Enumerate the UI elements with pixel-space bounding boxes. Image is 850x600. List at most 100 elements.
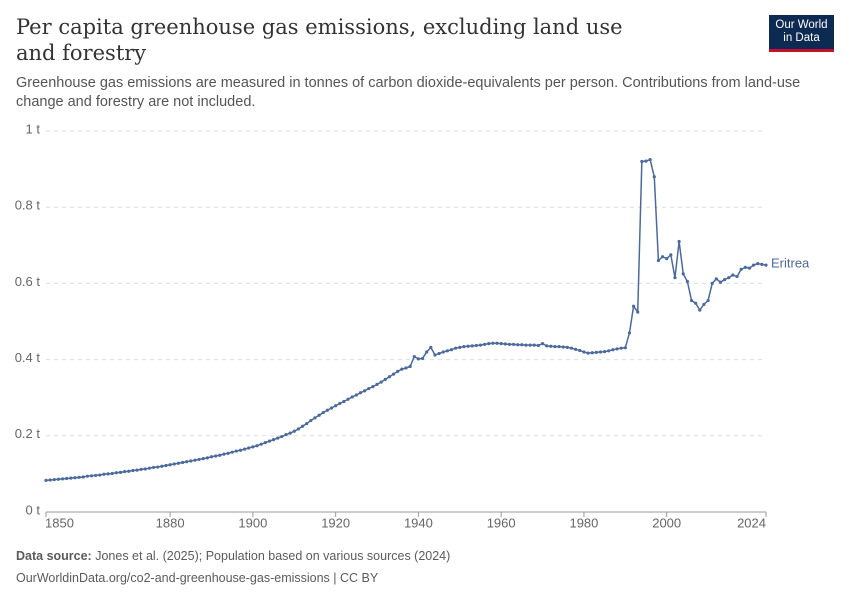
url[interactable]: OurWorldinData.org/co2-and-greenhouse-ga… bbox=[16, 571, 379, 585]
point bbox=[226, 451, 230, 455]
chart: 0 t 0.2 t 0.4 t 0.6 t 0.8 t 1 t 1850 1880 1900 19… bbox=[15, 121, 810, 530]
point bbox=[147, 466, 152, 470]
point bbox=[387, 375, 392, 379]
point bbox=[180, 460, 185, 465]
point bbox=[718, 280, 723, 284]
x-tick-label: 1940 bbox=[404, 515, 433, 530]
logo[interactable]: Our World in Data bbox=[769, 15, 834, 52]
x-tick-label: 1850 bbox=[45, 515, 74, 530]
point bbox=[445, 349, 449, 353]
point bbox=[143, 467, 147, 471]
point bbox=[230, 450, 234, 454]
point bbox=[48, 478, 52, 482]
point bbox=[334, 404, 338, 408]
point bbox=[325, 408, 329, 412]
point bbox=[714, 277, 718, 281]
point bbox=[454, 346, 458, 350]
x-tick-label: 1880 bbox=[156, 515, 185, 530]
point bbox=[255, 444, 259, 448]
point bbox=[131, 468, 135, 473]
point bbox=[665, 257, 669, 261]
point bbox=[60, 477, 65, 481]
point bbox=[669, 253, 673, 257]
point bbox=[483, 342, 487, 346]
point bbox=[648, 157, 652, 162]
point bbox=[441, 350, 445, 354]
point bbox=[110, 471, 114, 476]
x-tick-label: 1980 bbox=[569, 515, 598, 530]
point bbox=[673, 276, 677, 280]
point bbox=[404, 366, 408, 370]
point bbox=[98, 473, 102, 477]
point bbox=[751, 263, 756, 267]
point bbox=[317, 413, 321, 417]
point bbox=[540, 341, 545, 346]
point bbox=[89, 474, 94, 478]
point bbox=[267, 439, 272, 443]
point bbox=[218, 453, 222, 457]
point bbox=[760, 262, 764, 266]
logo-line: Our World bbox=[775, 19, 828, 31]
point bbox=[139, 467, 143, 471]
point bbox=[160, 464, 164, 468]
point bbox=[511, 342, 516, 346]
point bbox=[549, 344, 553, 348]
point bbox=[660, 255, 665, 259]
point bbox=[396, 369, 400, 374]
x-tick-label: 1960 bbox=[487, 515, 516, 530]
point bbox=[495, 341, 499, 345]
point bbox=[524, 343, 528, 347]
point bbox=[156, 465, 160, 469]
point bbox=[607, 349, 611, 353]
point bbox=[189, 459, 193, 463]
point bbox=[296, 427, 301, 431]
point bbox=[491, 341, 495, 345]
chart-subtitle: Greenhouse gas emissions are measured in… bbox=[16, 75, 801, 110]
point bbox=[689, 298, 694, 303]
point bbox=[197, 457, 201, 462]
point bbox=[234, 449, 238, 453]
point bbox=[81, 475, 85, 479]
point bbox=[516, 343, 520, 347]
point bbox=[85, 474, 89, 478]
point bbox=[636, 310, 640, 314]
point bbox=[462, 345, 466, 349]
point bbox=[408, 364, 412, 369]
point bbox=[536, 343, 541, 348]
point bbox=[470, 344, 474, 348]
point bbox=[300, 424, 305, 428]
point bbox=[350, 395, 354, 399]
point bbox=[694, 301, 698, 305]
point bbox=[205, 456, 209, 460]
point bbox=[449, 348, 454, 352]
point bbox=[168, 463, 172, 467]
point bbox=[354, 393, 358, 397]
point bbox=[342, 399, 346, 404]
point bbox=[123, 470, 127, 474]
point bbox=[433, 353, 437, 357]
point bbox=[321, 410, 325, 415]
point bbox=[743, 265, 747, 269]
point bbox=[151, 465, 156, 470]
point bbox=[135, 468, 139, 472]
point bbox=[598, 350, 603, 354]
point bbox=[603, 349, 607, 354]
point bbox=[425, 350, 429, 354]
point bbox=[677, 239, 681, 244]
point bbox=[578, 348, 582, 353]
point bbox=[739, 267, 743, 271]
point bbox=[561, 345, 565, 349]
point bbox=[329, 406, 334, 410]
point bbox=[429, 345, 433, 350]
point bbox=[437, 351, 441, 356]
point bbox=[412, 354, 416, 359]
point bbox=[251, 445, 255, 449]
point bbox=[420, 356, 425, 361]
point bbox=[747, 266, 752, 270]
point bbox=[400, 367, 404, 371]
legend-label: Eritrea bbox=[771, 256, 810, 271]
point bbox=[735, 274, 739, 279]
point bbox=[507, 342, 512, 346]
point bbox=[478, 343, 483, 347]
x-tick-label: 1920 bbox=[321, 515, 350, 530]
